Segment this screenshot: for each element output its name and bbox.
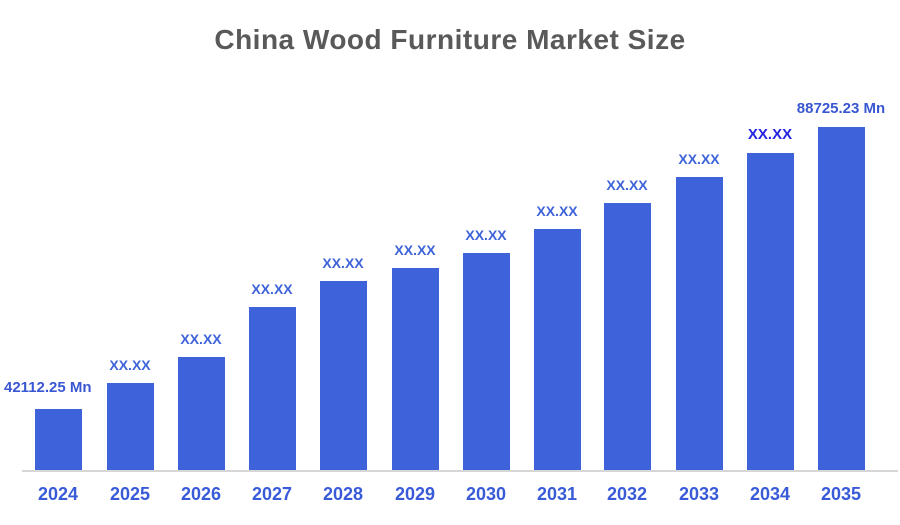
bar-value-label: XX.XX [251,281,293,297]
bar-2024 [34,409,82,472]
x-axis-tick-label: 2028 [322,484,364,504]
bar-value-label: XX.XX [465,227,507,243]
bar-2029 [391,268,439,472]
x-axis-tick-label: 2032 [606,484,648,504]
x-axis-tick-label: 2029 [394,484,436,504]
x-axis-tick-label: 2025 [109,484,151,504]
x-axis-tick-label: 2024 [37,484,79,504]
bar-2027 [248,307,296,472]
bar-value-label: XX.XX [180,331,222,347]
bar-value-label: XX.XX [678,151,720,167]
x-axis-tick-label: 2026 [180,484,222,504]
chart-title: China Wood Furniture Market Size [214,24,686,55]
x-axis-tick-label: 2027 [251,484,293,504]
x-axis-tick-label: 2030 [465,484,507,504]
bar-2034 [746,153,794,472]
bar-value-label: 88725.23 Mn [796,100,886,117]
bar-2033 [675,177,723,472]
bar-value-label: XX.XX [747,126,793,143]
bar-value-label: XX.XX [606,177,648,193]
x-axis-line [22,470,898,472]
bar-value-label: XX.XX [394,242,436,258]
bar-value-label: XX.XX [322,255,364,271]
bar-2028 [319,281,367,472]
x-axis-tick-label: 2031 [536,484,578,504]
bar-value-label: 42112.25 Mn [4,379,92,396]
bar-2026 [177,357,225,472]
bar-2032 [603,203,651,472]
bar-2030 [462,253,510,472]
bar-value-label: XX.XX [536,203,578,219]
x-axis-tick-label: 2034 [749,484,791,504]
x-axis-tick-label: 2035 [820,484,862,504]
bar-2025 [106,383,154,472]
bar-2035 [817,127,865,472]
x-axis-tick-label: 2033 [678,484,720,504]
bar-2031 [533,229,581,472]
bar-value-label: XX.XX [109,357,151,373]
